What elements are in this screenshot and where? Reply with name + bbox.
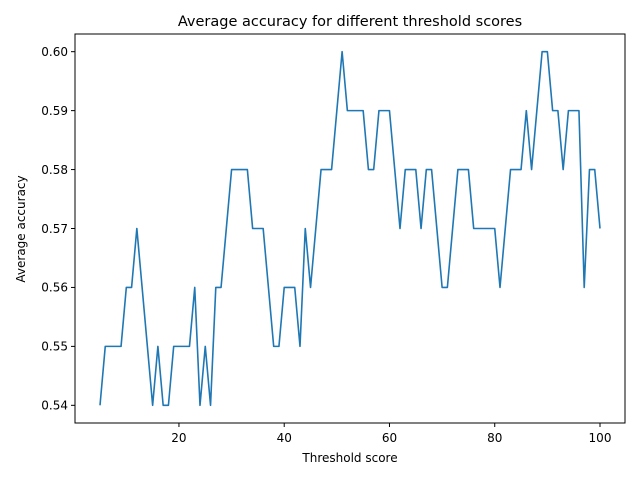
axes-frame [74,33,626,424]
x-tick-label: 80 [487,431,502,445]
x-tick-label: 60 [382,431,397,445]
y-tick-label: 0.55 [41,340,68,354]
series-line-0 [99,50,601,407]
y-tick-label: 0.59 [41,104,68,118]
x-tick-label: 100 [589,431,612,445]
y-tick-label: 0.58 [41,163,68,177]
y-tick-label: 0.56 [41,281,68,295]
y-tick-label: 0.54 [41,399,68,413]
y-tick-label: 0.57 [41,222,68,236]
y-tick-label: 0.60 [41,45,68,59]
x-tick-label: 20 [171,431,186,445]
x-axis: 20 40 60 80 100 [171,423,611,445]
x-tick-label: 40 [277,431,292,445]
y-axis-label: Average accuracy [14,175,28,282]
x-axis-label: Threshold score [301,451,397,465]
y-axis: 0.54 0.55 0.56 0.57 0.58 0.59 0.60 [41,45,75,413]
plot-area [99,50,601,407]
chart-title: Average accuracy for different threshold… [178,14,522,30]
